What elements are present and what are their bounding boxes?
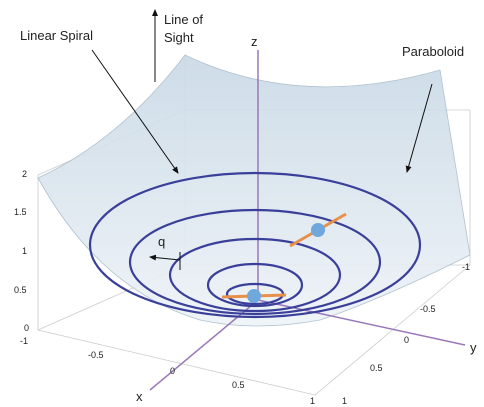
label: q xyxy=(158,234,165,249)
tick-label: 0 xyxy=(24,323,29,333)
particle xyxy=(311,223,325,237)
tick-label: 1 xyxy=(342,396,347,406)
spiral-arrow xyxy=(91,49,179,174)
ticks: 0 0.5 1 1.5 2 -1 -0.5 0 0.5 1 -1 -0.5 0 0.5 1 xyxy=(14,169,470,406)
tick-label: 0 xyxy=(170,366,175,376)
tick-label: 1 xyxy=(22,246,27,256)
tick-label: -0.5 xyxy=(420,304,436,314)
tick-label: -1 xyxy=(20,336,28,346)
label: Paraboloid xyxy=(402,44,464,59)
label: Linear Spiral xyxy=(20,28,93,43)
tick-label: 1 xyxy=(310,396,315,406)
particle xyxy=(247,289,261,303)
tick-label: 0.5 xyxy=(232,380,245,390)
tick-label: -0.5 xyxy=(88,350,104,360)
angle-arrow xyxy=(149,254,181,261)
x-axis xyxy=(149,299,259,391)
label: Sight xyxy=(164,30,194,45)
tick-label: 0.5 xyxy=(370,363,383,373)
tick-label: 0.5 xyxy=(14,285,27,295)
axis-label: x xyxy=(136,389,143,404)
tick-label: 2 xyxy=(22,169,27,179)
axis-label: z xyxy=(251,34,258,49)
tick-label: -1 xyxy=(462,262,470,272)
axis-label: y xyxy=(470,340,477,355)
paraboloid-surface xyxy=(37,54,471,327)
tick-label: 0 xyxy=(404,335,409,345)
paraboloid-arrow xyxy=(405,83,433,173)
label: Line of xyxy=(164,12,203,27)
tick-label: 1.5 xyxy=(14,207,27,217)
